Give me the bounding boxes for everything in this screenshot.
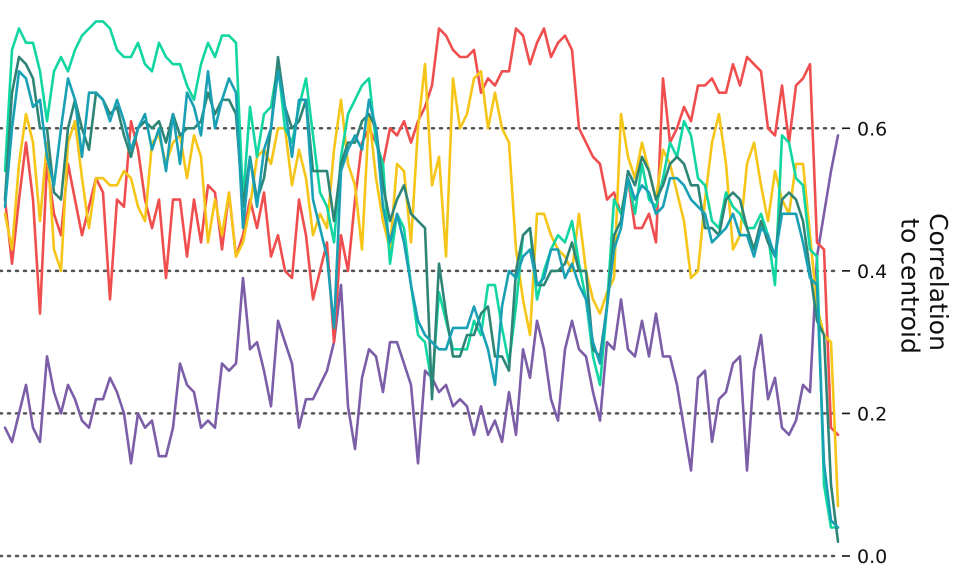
- series-line-6: [3, 70, 840, 529]
- y-axis-title: Correlation to centroid: [895, 213, 953, 359]
- series-line-1: [3, 134, 840, 472]
- y-tick-label-0.2: 0.2: [857, 403, 887, 425]
- y-axis-title-line-2: to centroid: [895, 218, 924, 354]
- series-line-3: [3, 62, 840, 508]
- series-line-4: [3, 20, 840, 529]
- y-axis-title-line-1: Correlation: [924, 213, 953, 351]
- y-tick-label-0.6: 0.6: [857, 118, 887, 140]
- y-axis: 0.0 0.2 0.4 0.6: [842, 118, 887, 568]
- series-line-2: [3, 27, 840, 437]
- y-tick-label-0.4: 0.4: [857, 261, 887, 283]
- series-lines: [3, 20, 840, 544]
- y-tick-label-0.0: 0.0: [857, 546, 887, 568]
- series-line-5: [3, 55, 840, 544]
